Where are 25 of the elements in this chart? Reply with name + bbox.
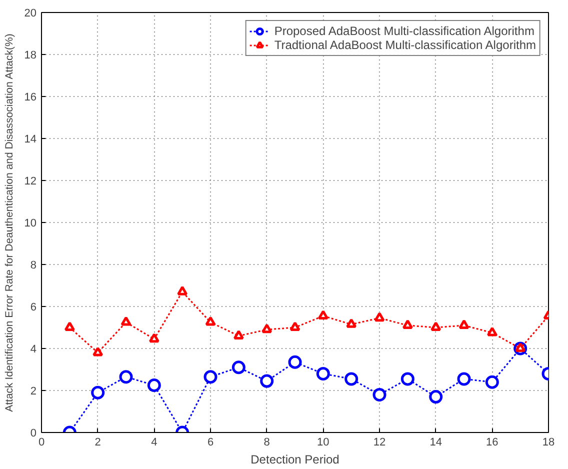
legend-label: Proposed AdaBoost Multi-classification Algorithm (274, 24, 534, 38)
x-tick-label: 10 (317, 436, 330, 448)
y-tick-label: 8 (30, 260, 37, 272)
x-tick-label: 12 (373, 436, 386, 448)
y-tick-label: 12 (24, 176, 37, 188)
y-axis-title: Attack Identification Error Rate for Deauthentication and Disassociation Attack(%) (3, 34, 16, 412)
x-tick-label: 0 (38, 436, 45, 448)
y-tick-label: 16 (24, 92, 37, 104)
y-tick-label: 0 (30, 428, 37, 440)
x-tick-label: 2 (94, 436, 101, 448)
y-tick-label: 6 (30, 302, 37, 314)
x-tick-label: 16 (486, 436, 498, 448)
y-tick-label: 14 (24, 134, 37, 146)
y-tick-label: 18 (24, 50, 37, 62)
x-tick-label: 6 (207, 436, 214, 448)
x-tick-label: 4 (151, 436, 158, 448)
legend-label: Tradtional AdaBoost Multi-classification Algorithm (274, 38, 536, 52)
x-axis-title: Detection Period (250, 452, 340, 466)
x-tick-label: 18 (542, 436, 555, 448)
y-tick-label: 2 (30, 386, 37, 398)
y-tick-label: 4 (30, 344, 37, 356)
y-tick-label: 20 (24, 8, 37, 20)
x-tick-label: 8 (264, 436, 270, 448)
x-tick-label: 14 (430, 436, 442, 448)
y-tick-label: 10 (24, 218, 37, 230)
